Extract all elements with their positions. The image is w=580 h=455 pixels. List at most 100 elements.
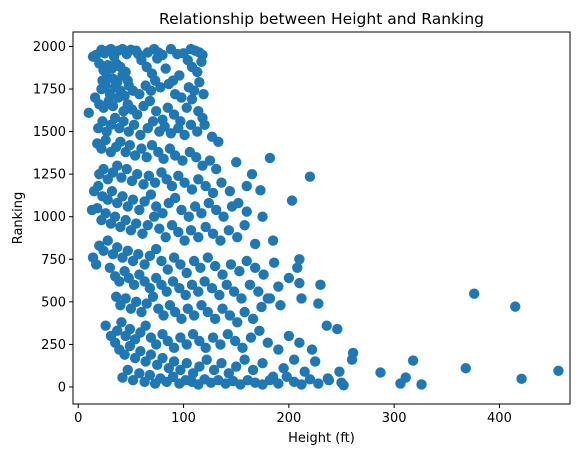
data-point — [160, 63, 171, 74]
data-point — [129, 150, 141, 161]
data-point — [516, 373, 527, 384]
data-point — [181, 357, 192, 369]
data-point — [138, 179, 149, 190]
data-point — [209, 313, 221, 325]
data-point — [200, 180, 211, 192]
data-point — [264, 152, 276, 164]
data-point — [168, 342, 180, 354]
data-point — [232, 231, 243, 243]
data-point — [181, 267, 192, 279]
data-point — [254, 325, 265, 336]
data-point — [156, 255, 167, 267]
data-point — [223, 225, 235, 236]
data-point — [98, 163, 109, 175]
data-point — [510, 301, 521, 312]
data-point — [214, 289, 225, 301]
y-tick-label: 1750 — [33, 83, 66, 98]
x-tick-label: 200 — [276, 411, 301, 426]
data-point — [253, 286, 264, 297]
data-point — [186, 94, 198, 105]
data-point — [150, 243, 162, 255]
data-point — [147, 116, 159, 127]
data-point — [98, 245, 109, 256]
data-point — [294, 254, 305, 265]
data-point — [264, 293, 276, 304]
data-point — [229, 335, 241, 347]
data-point — [139, 259, 150, 270]
data-point — [160, 231, 171, 243]
data-point — [167, 276, 179, 287]
data-point — [141, 151, 152, 163]
data-point — [179, 129, 190, 141]
data-point — [166, 180, 178, 192]
data-point — [211, 163, 222, 175]
data-point — [245, 332, 257, 343]
plot-frame — [72, 31, 571, 405]
data-point — [208, 364, 220, 376]
data-point — [188, 85, 200, 96]
data-point — [267, 235, 279, 246]
data-point — [157, 352, 168, 364]
data-point — [120, 293, 131, 304]
data-point — [176, 313, 187, 325]
data-point — [249, 238, 261, 250]
data-point — [201, 354, 212, 365]
data-point — [223, 368, 235, 379]
data-point — [148, 211, 160, 222]
data-point — [194, 361, 205, 372]
y-axis-ticks: 0 250 500 750 1000 1250 1500 1750 2000 — [33, 40, 73, 395]
data-point — [256, 301, 267, 313]
data-point — [109, 112, 121, 124]
data-point — [93, 180, 104, 192]
data-point — [416, 379, 427, 390]
data-point — [407, 355, 419, 366]
data-point — [174, 283, 185, 294]
data-point — [150, 339, 162, 350]
data-point — [134, 204, 145, 216]
data-point — [288, 354, 300, 365]
data-point — [124, 323, 136, 335]
data-point — [169, 150, 181, 161]
data-point — [137, 228, 148, 239]
data-point — [217, 269, 228, 280]
data-point — [193, 231, 204, 243]
data-point — [257, 357, 268, 369]
data-point — [144, 369, 156, 381]
data-point — [158, 310, 169, 321]
data-point — [136, 143, 147, 154]
data-point — [162, 102, 173, 113]
y-tick-label: 2000 — [33, 40, 66, 55]
data-point — [136, 306, 147, 318]
data-point — [196, 300, 207, 311]
data-point — [234, 266, 245, 277]
data-point — [144, 283, 156, 294]
data-point — [211, 204, 222, 216]
data-point — [102, 194, 113, 205]
data-point — [122, 364, 133, 376]
data-point — [468, 288, 480, 299]
data-point — [225, 259, 237, 270]
data-point — [198, 88, 209, 100]
data-point — [173, 170, 184, 182]
x-tick-label: 100 — [171, 411, 196, 426]
data-point — [146, 140, 158, 151]
data-point — [460, 363, 471, 374]
data-point — [127, 194, 139, 205]
data-point — [187, 368, 199, 379]
data-point — [196, 56, 207, 67]
data-point — [188, 255, 200, 267]
data-point — [135, 346, 146, 357]
data-point — [127, 374, 139, 386]
data-point — [231, 157, 242, 168]
data-point — [162, 264, 173, 275]
data-point — [145, 349, 157, 360]
data-point — [239, 306, 250, 318]
data-point — [104, 262, 116, 273]
data-point — [92, 203, 103, 214]
data-point — [292, 262, 303, 273]
data-point — [130, 296, 142, 308]
data-point — [246, 168, 258, 180]
data-point — [207, 228, 219, 239]
data-point — [202, 306, 213, 318]
